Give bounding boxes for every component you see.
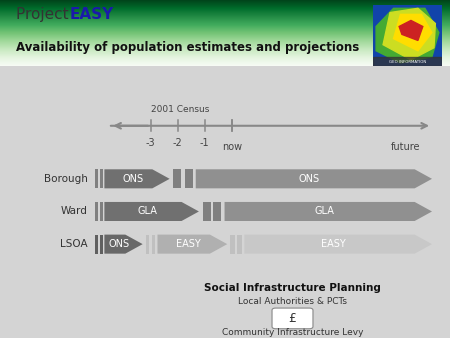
Bar (373, 57, 442, 66)
FancyBboxPatch shape (272, 308, 313, 329)
Text: £: £ (288, 312, 297, 325)
Text: Availability of population estimates and projections: Availability of population estimates and… (16, 41, 359, 54)
Bar (94, 235, 98, 254)
Text: -1: -1 (200, 138, 210, 148)
Bar (94, 169, 98, 188)
Polygon shape (104, 169, 170, 188)
Text: LSOA: LSOA (60, 239, 88, 249)
Bar (146, 235, 149, 254)
Text: future: future (391, 142, 421, 152)
Bar (237, 235, 242, 254)
Bar (94, 202, 98, 221)
Bar (213, 202, 221, 221)
Bar (184, 169, 193, 188)
Polygon shape (376, 8, 439, 63)
Polygon shape (225, 202, 432, 221)
Polygon shape (383, 8, 435, 60)
Text: GEO INFORMATION: GEO INFORMATION (389, 60, 426, 64)
Polygon shape (104, 235, 143, 254)
Text: GLA: GLA (137, 207, 157, 216)
Bar (100, 202, 103, 221)
Bar (100, 235, 103, 254)
Text: -3: -3 (146, 138, 156, 148)
Text: EASY: EASY (70, 7, 114, 22)
Bar (152, 235, 155, 254)
Text: -2: -2 (173, 138, 183, 148)
Text: Borough: Borough (44, 174, 88, 184)
Bar (230, 235, 235, 254)
Polygon shape (399, 20, 423, 41)
Polygon shape (393, 15, 432, 51)
Bar (100, 169, 103, 188)
Polygon shape (158, 235, 227, 254)
Text: Social Infrastructure Planning: Social Infrastructure Planning (204, 283, 381, 293)
Text: Local Authorities & PCTs: Local Authorities & PCTs (238, 297, 347, 306)
Polygon shape (104, 202, 199, 221)
Text: ONS: ONS (122, 174, 143, 184)
Text: 2001 Census: 2001 Census (151, 104, 209, 114)
Bar (202, 202, 211, 221)
Text: ONS: ONS (299, 174, 320, 184)
Polygon shape (196, 169, 432, 188)
Text: EASY: EASY (176, 239, 200, 249)
Text: Community Infrastructure Levy: Community Infrastructure Levy (222, 328, 363, 337)
Text: GLA: GLA (314, 207, 334, 216)
Text: ONS: ONS (108, 239, 130, 249)
Text: Project: Project (16, 7, 83, 22)
Polygon shape (244, 235, 432, 254)
Bar (173, 169, 181, 188)
Text: Ward: Ward (61, 207, 88, 216)
Text: EASY: EASY (321, 239, 346, 249)
Text: now: now (222, 142, 242, 152)
